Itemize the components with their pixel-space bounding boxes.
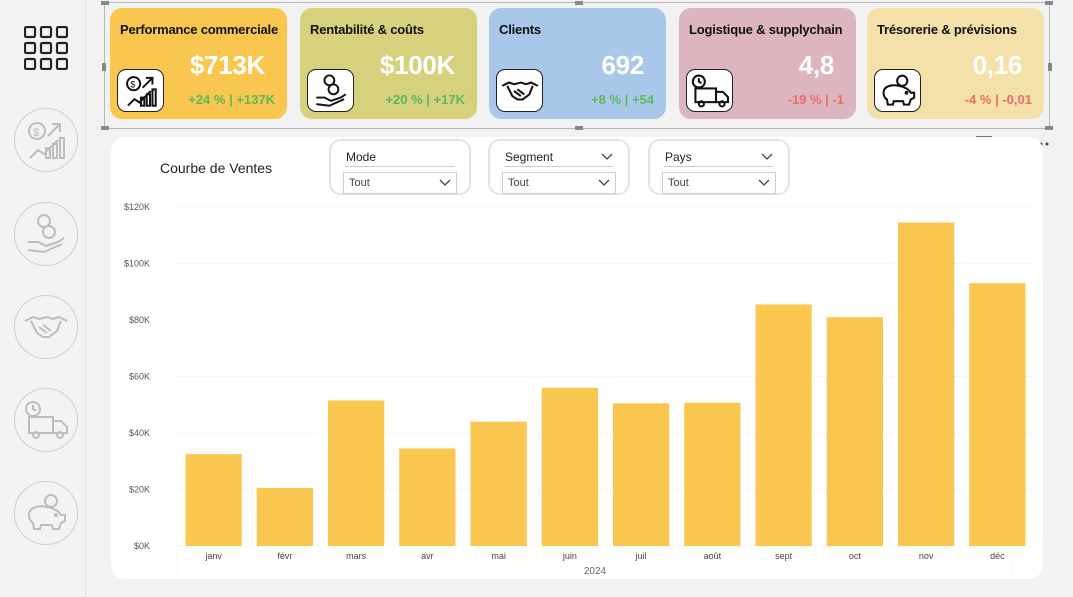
kpi-card-rentabilite[interactable]: Rentabilité & coûts $100K +20 % | +17K xyxy=(300,8,477,119)
sidebar-item-rentabilite[interactable] xyxy=(14,202,78,266)
delivery-truck-icon xyxy=(25,401,68,439)
kpi-card-logistique[interactable]: Logistique & supplychain 4,8 -19 % | -1 xyxy=(679,8,856,119)
bar-sept[interactable] xyxy=(755,304,812,546)
kpi-card-clients[interactable]: Clients 692 +8 % | +54 xyxy=(489,8,666,119)
svg-text:$: $ xyxy=(130,79,135,89)
kpi-value: 4,8 xyxy=(798,50,835,80)
bar-déc[interactable] xyxy=(969,283,1026,546)
delivery-truck-icon xyxy=(686,69,733,112)
bar-mai[interactable] xyxy=(470,421,527,546)
x-axis-group-bracket xyxy=(177,546,1012,578)
handshake-icon xyxy=(24,315,68,338)
kpi-title: Rentabilité & coûts xyxy=(310,22,424,37)
chevron-down-icon xyxy=(601,153,613,160)
kpi-title: Trésorerie & prévisions xyxy=(877,22,1017,37)
app-grid-icon[interactable] xyxy=(23,25,69,71)
sidebar-item-tresorerie[interactable] xyxy=(14,481,78,545)
kpi-delta: +24 % | +137K xyxy=(188,92,275,107)
bar-mars[interactable] xyxy=(327,400,385,546)
chart-title: Courbe de Ventes xyxy=(160,160,273,176)
x-tick-label: août xyxy=(704,551,722,561)
kpi-title: Clients xyxy=(499,22,541,37)
sales-chart-card: Courbe de Ventes Mode Tout Segment Tout … xyxy=(111,137,1043,579)
x-tick-label: sept xyxy=(775,551,793,561)
chevron-down-icon xyxy=(439,179,451,186)
kpi-value: 692 xyxy=(601,50,645,80)
x-tick-label: janv xyxy=(204,551,222,561)
y-tick-label: $120K xyxy=(124,202,150,212)
sidebar-item-clients[interactable] xyxy=(14,295,78,359)
x-tick-label: oct xyxy=(849,551,862,561)
sales-growth-icon: $ xyxy=(28,122,65,159)
bar-août[interactable] xyxy=(684,402,741,546)
slicer-pays[interactable]: Pays Tout xyxy=(648,139,790,195)
piggy-bank-icon xyxy=(27,494,66,530)
y-tick-label: $100K xyxy=(124,259,150,269)
kpi-value: 0,16 xyxy=(972,50,1023,80)
chevron-down-icon xyxy=(761,153,773,160)
sidebar: $ xyxy=(0,0,86,597)
slicer-label: Mode xyxy=(346,150,377,164)
kpi-value: $100K xyxy=(379,50,455,80)
sidebar-item-performance[interactable]: $ xyxy=(14,108,78,172)
x-tick-label: juin xyxy=(562,551,577,561)
kpi-delta: -4 % | -0,01 xyxy=(964,92,1032,107)
kpi-group-frame xyxy=(101,1,1053,130)
bar-févr[interactable] xyxy=(256,488,314,546)
slicer-mode[interactable]: Mode Tout xyxy=(329,139,471,195)
y-tick-label: $0K xyxy=(134,541,150,551)
sales-bar-chart: $0K $20K $40K $60K $80K $100K $120K janv févr ma… xyxy=(124,202,1033,578)
kpi-delta: +20 % | +17K xyxy=(385,92,465,107)
svg-text:$: $ xyxy=(33,127,39,139)
kpi-value: $713K xyxy=(189,50,265,80)
y-tick-label: $60K xyxy=(129,372,150,382)
sidebar-item-logistique[interactable] xyxy=(14,388,78,452)
bar-juil[interactable] xyxy=(612,403,670,546)
bar-nov[interactable] xyxy=(897,222,955,546)
slicer-dropdown[interactable]: Tout xyxy=(343,172,457,194)
x-tick-label: avr xyxy=(421,551,434,561)
slicer-segment[interactable]: Segment Tout xyxy=(488,139,630,195)
handshake-icon xyxy=(496,69,543,112)
slicer-label: Segment xyxy=(505,150,554,164)
slicer-label: Pays xyxy=(665,150,692,164)
kpi-delta: +8 % | +54 xyxy=(591,92,654,107)
money-hand-icon xyxy=(27,214,65,254)
y-tick-label: $40K xyxy=(129,428,150,438)
x-tick-label: mars xyxy=(346,551,366,561)
slicer-value: Tout xyxy=(508,177,529,189)
sales-growth-icon: $ xyxy=(117,69,164,112)
slicer-dropdown[interactable]: Tout xyxy=(662,172,776,194)
x-tick-label: nov xyxy=(919,551,934,561)
slicer-value: Tout xyxy=(349,177,370,189)
slicer-value: Tout xyxy=(668,177,689,189)
x-tick-label: déc xyxy=(990,551,1005,561)
kpi-delta: -19 % | -1 xyxy=(787,92,844,107)
kpi-title: Logistique & supplychain xyxy=(689,22,843,37)
chevron-down-icon xyxy=(598,179,610,186)
kpi-title: Performance commerciale xyxy=(120,22,278,37)
kpi-card-tresorerie[interactable]: Trésorerie & prévisions 0,16 -4 % | -0,0… xyxy=(867,8,1044,119)
bar-avr[interactable] xyxy=(399,448,456,546)
chevron-down-icon xyxy=(758,179,770,186)
bar-janv[interactable] xyxy=(185,454,242,546)
x-tick-label: juil xyxy=(635,551,647,561)
slicer-dropdown[interactable]: Tout xyxy=(502,172,616,194)
y-tick-label: $20K xyxy=(129,485,150,495)
bar-oct[interactable] xyxy=(826,317,884,546)
bar-juin[interactable] xyxy=(541,387,599,546)
x-tick-label: févr xyxy=(277,551,292,561)
x-axis-title: 2024 xyxy=(584,566,607,577)
money-hand-icon xyxy=(307,69,354,112)
y-tick-label: $80K xyxy=(129,315,150,325)
piggy-bank-icon xyxy=(874,69,921,112)
x-tick-label: mai xyxy=(491,551,506,561)
kpi-card-performance[interactable]: Performance commerciale $713K +24 % | +1… xyxy=(110,8,287,119)
